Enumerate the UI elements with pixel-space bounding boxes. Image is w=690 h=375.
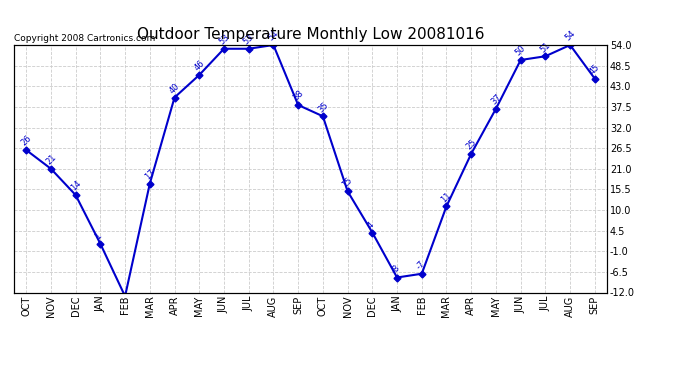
Title: Outdoor Temperature Monthly Low 20081016: Outdoor Temperature Monthly Low 20081016: [137, 27, 484, 42]
Text: 4: 4: [366, 220, 375, 230]
Text: 17: 17: [143, 168, 157, 182]
Text: 35: 35: [316, 100, 330, 114]
Text: 40: 40: [168, 81, 181, 95]
Text: 14: 14: [69, 179, 83, 193]
Text: -7: -7: [415, 259, 427, 272]
Text: 54: 54: [266, 29, 280, 43]
Text: 26: 26: [19, 134, 33, 148]
Text: 15: 15: [341, 175, 355, 189]
Text: 25: 25: [464, 138, 478, 152]
Text: -8: -8: [390, 263, 402, 275]
Text: 54: 54: [563, 29, 577, 43]
Text: Copyright 2008 Cartronics.com: Copyright 2008 Cartronics.com: [14, 33, 155, 42]
Text: 1: 1: [93, 231, 104, 242]
Text: 53: 53: [217, 33, 231, 46]
Text: 51: 51: [538, 40, 552, 54]
Text: 38: 38: [291, 89, 305, 103]
Text: 53: 53: [241, 33, 255, 46]
Text: 50: 50: [514, 44, 528, 58]
Text: 21: 21: [44, 153, 58, 166]
Text: 37: 37: [489, 93, 503, 106]
Text: 46: 46: [193, 59, 206, 73]
Text: -13: -13: [0, 374, 1, 375]
Text: 45: 45: [588, 63, 602, 76]
Text: 11: 11: [440, 190, 453, 204]
